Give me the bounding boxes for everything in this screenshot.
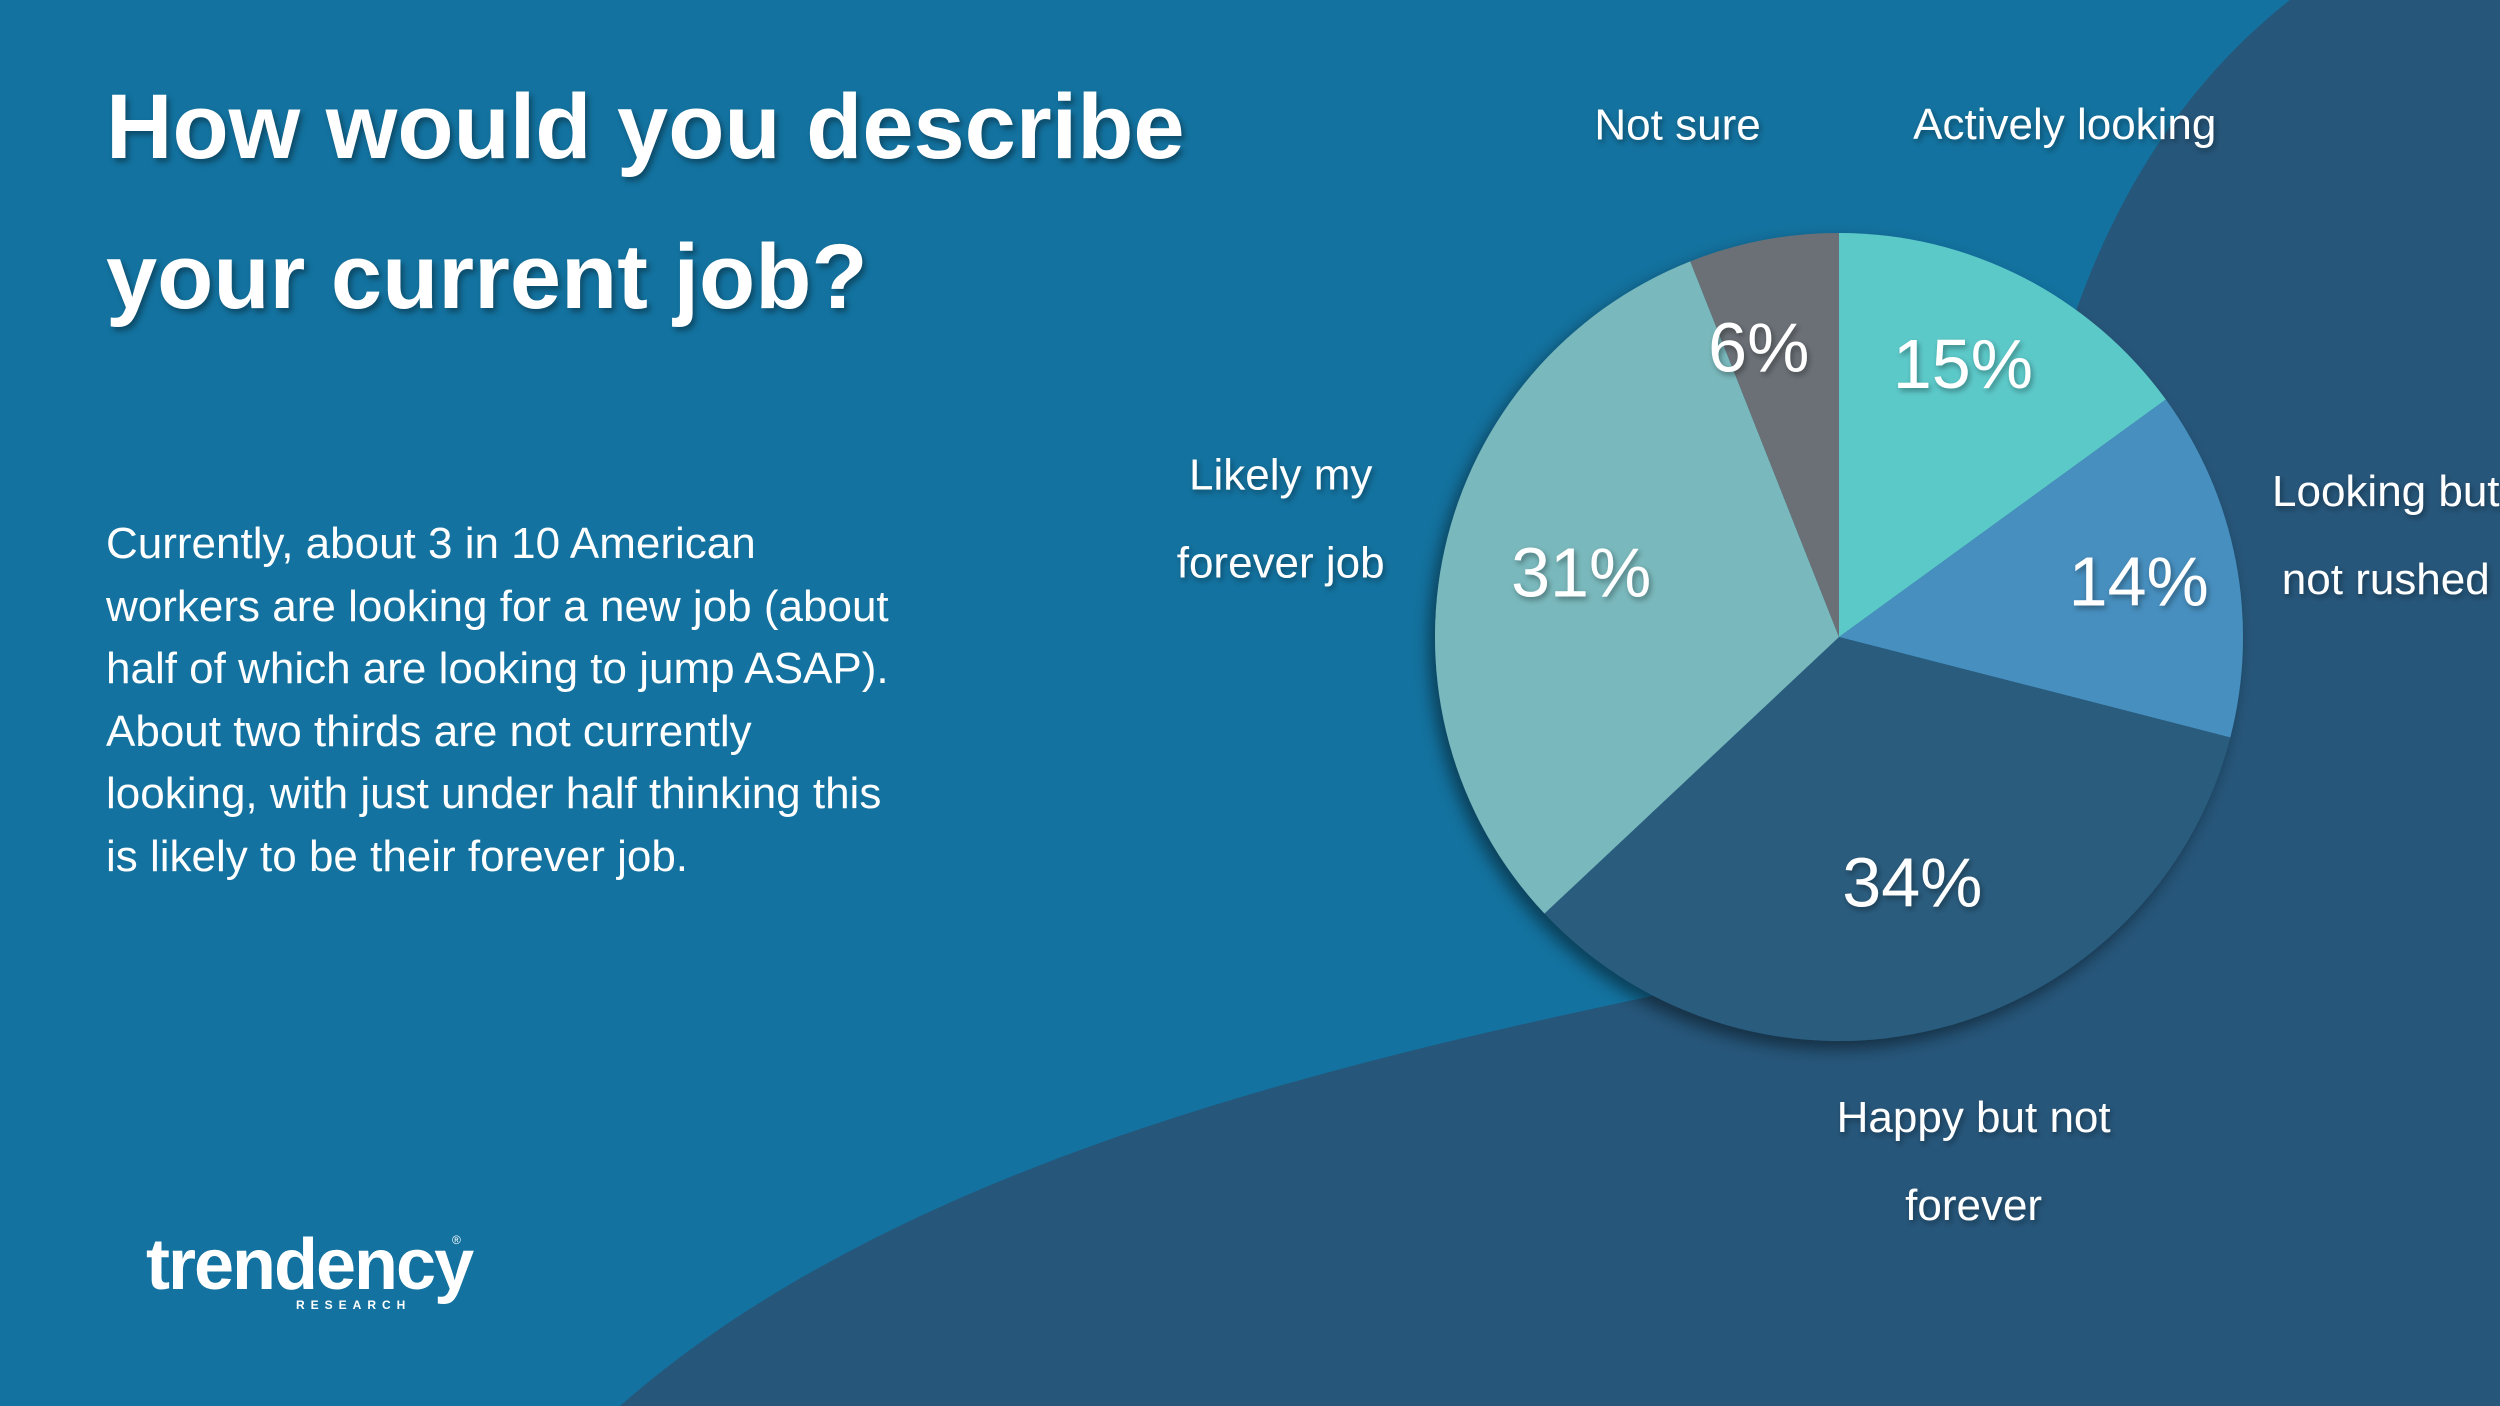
background-wave <box>620 0 2500 1406</box>
pie-value-label: 15% <box>1893 325 2033 403</box>
pie-value-label: 31% <box>1511 534 1651 612</box>
summary-line: Currently, about 3 in 10 American <box>106 519 756 568</box>
pie-slices <box>1435 233 2243 1041</box>
pie-category-labels: Actively looking Looking but not rushed Hap… <box>1177 100 2500 1230</box>
summary-paragraph: Currently, about 3 in 10 American worker… <box>106 513 1006 888</box>
pie-value-labels: 15% 14% 34% 31% 6% <box>1511 308 2209 921</box>
slide-title: How would you describe your current job? <box>106 52 1306 352</box>
pie-category-label-line: not rushed <box>2282 555 2490 604</box>
summary-line: workers are looking for a new job (about <box>106 581 889 631</box>
logo-subtitle: RESEARCH <box>296 1298 412 1312</box>
summary-line: About two thirds are not currently <box>106 706 752 756</box>
pie-category-label: Happy but not forever <box>1837 1093 2111 1230</box>
summary-line: is likely to be their forever job. <box>106 831 689 881</box>
summary-line: looking, with just under half thinking t… <box>106 769 882 818</box>
summary-line: half of which are looking to jump ASAP). <box>106 644 889 693</box>
pie-category-label-line: Looking but <box>2272 467 2500 516</box>
pie-slice <box>1839 399 2243 738</box>
pie-value-label: 14% <box>2069 543 2209 621</box>
pie-category-label: Likely my forever job <box>1177 450 1385 587</box>
pie-category-label: Looking but not rushed <box>2272 467 2500 604</box>
title-line-2: your current job? <box>106 226 868 328</box>
logo-wordmark: trendency <box>146 1225 474 1305</box>
pie-value-label: 34% <box>1842 844 1982 922</box>
pie-category-label-line: Happy but not <box>1837 1093 2111 1142</box>
registered-mark: ® <box>452 1233 461 1247</box>
pie-slice <box>1544 637 2231 1041</box>
pie-slice <box>1690 233 1839 637</box>
pie-category-label: Actively looking <box>1913 100 2216 149</box>
pie-category-label-line: Likely my <box>1189 450 1372 499</box>
pie-slice <box>1435 261 1839 914</box>
pie-category-label: Not sure <box>1594 101 1760 150</box>
pie-slice <box>1839 233 2166 637</box>
pie-category-label-line: forever job <box>1177 538 1385 587</box>
pie-value-label: 6% <box>1708 308 1809 386</box>
pie-category-label-line: forever <box>1905 1181 2042 1230</box>
title-line-1: How would you describe <box>106 76 1185 178</box>
trendency-logo: trendency RESEARCH ® <box>146 1225 476 1315</box>
pie-category-label-line: Not sure <box>1594 101 1760 150</box>
pie-category-label-line: Actively looking <box>1913 100 2216 149</box>
